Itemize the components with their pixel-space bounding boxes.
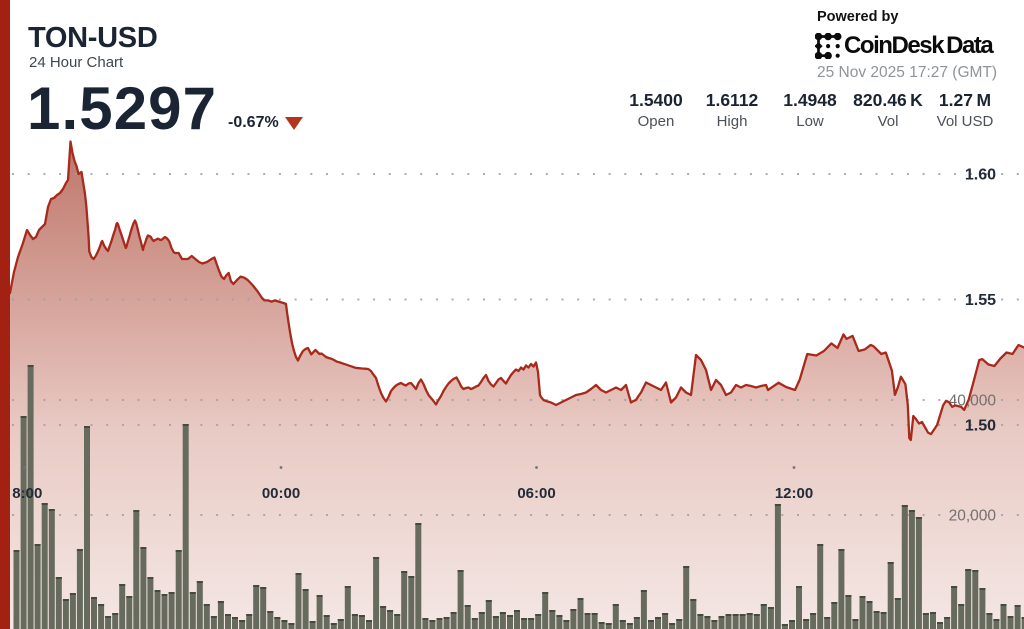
svg-text:8:00: 8:00 (12, 485, 42, 502)
svg-text:40,000: 40,000 (949, 393, 997, 410)
svg-text:1.60: 1.60 (965, 167, 996, 184)
svg-text:06:00: 06:00 (517, 485, 555, 502)
svg-text:20,000: 20,000 (949, 508, 997, 525)
svg-text:1.50: 1.50 (965, 418, 996, 435)
svg-text:12:00: 12:00 (775, 485, 813, 502)
svg-text:1.55: 1.55 (965, 292, 996, 309)
svg-text:00:00: 00:00 (262, 485, 300, 502)
